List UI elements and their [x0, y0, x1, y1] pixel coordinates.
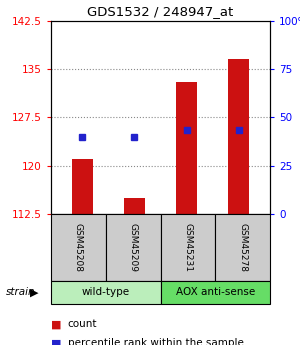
Text: percentile rank within the sample: percentile rank within the sample [68, 338, 243, 345]
Text: ■: ■ [51, 338, 62, 345]
Text: ■: ■ [51, 319, 62, 329]
Bar [72, 159, 93, 214]
Text: GSM45209: GSM45209 [129, 223, 138, 272]
Bar [176, 82, 197, 214]
Text: GSM45231: GSM45231 [183, 223, 192, 272]
Bar [124, 198, 145, 214]
Text: GSM45278: GSM45278 [238, 223, 247, 272]
Title: GDS1532 / 248947_at: GDS1532 / 248947_at [87, 5, 234, 18]
Text: ▶: ▶ [30, 287, 39, 297]
Text: GSM45208: GSM45208 [74, 223, 83, 272]
Text: AOX anti-sense: AOX anti-sense [176, 287, 255, 297]
Text: strain: strain [6, 287, 36, 297]
Text: wild-type: wild-type [82, 287, 130, 297]
Bar [228, 59, 249, 214]
Text: count: count [68, 319, 97, 329]
